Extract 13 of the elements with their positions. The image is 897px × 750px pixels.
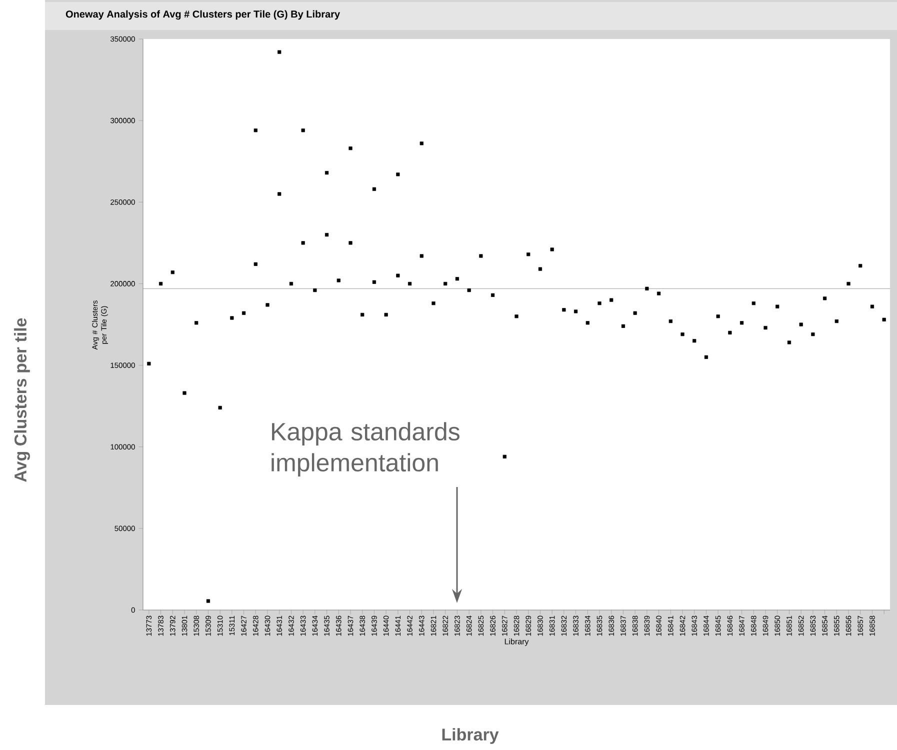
point	[396, 172, 400, 176]
x-axis-title: Library	[504, 638, 529, 646]
point	[278, 50, 282, 54]
point	[348, 146, 352, 150]
annotation: Kappa standards implementation	[272, 422, 460, 476]
point	[254, 128, 258, 132]
text: Avg Clusters per tile	[14, 318, 30, 482]
text: Library	[442, 728, 499, 744]
point	[301, 128, 305, 132]
point	[420, 142, 424, 146]
point	[372, 187, 376, 191]
chart-title: Oneway Analysis of Avg # Clusters per Tile (G) By Library	[66, 10, 340, 20]
point	[324, 170, 329, 175]
